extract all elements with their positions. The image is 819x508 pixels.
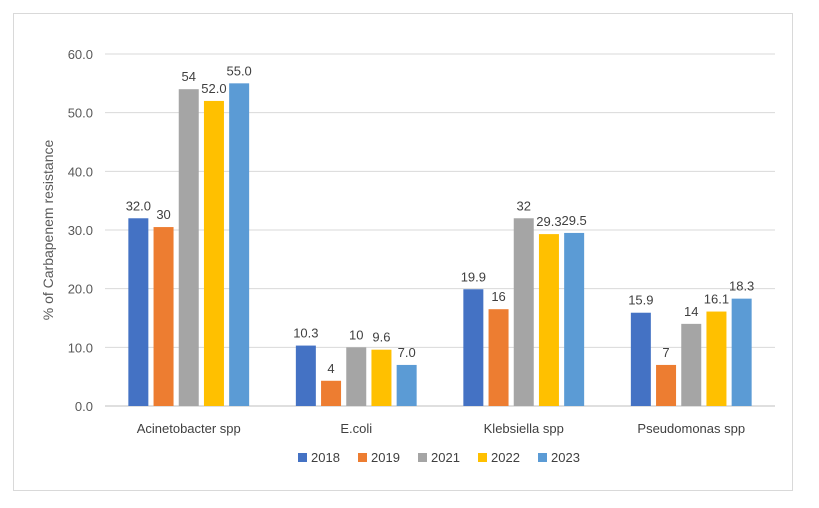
category-label: E.coli <box>340 421 372 436</box>
y-tick-label: 20.0 <box>68 282 93 297</box>
bar-2021-2 <box>513 218 534 406</box>
bar-2021-0 <box>178 89 199 406</box>
legend-label: 2021 <box>431 450 460 465</box>
bar-2018-1 <box>295 345 316 406</box>
category-label: Klebsiella spp <box>484 421 564 436</box>
y-tick-label: 60.0 <box>68 47 93 62</box>
data-label: 7 <box>662 345 669 360</box>
data-labels: 32.0 30 54 52.055.0 10.3 4 10 9.6 7.0 19.9 16 32 29.… <box>126 63 755 375</box>
data-label: 16.1 <box>704 292 729 307</box>
data-label: 29.3 <box>536 214 561 229</box>
bar-2018-0 <box>128 218 149 406</box>
legend-swatch-2023 <box>538 453 547 462</box>
data-label: 14 <box>684 304 698 319</box>
bar-2021-1 <box>346 347 367 406</box>
y-axis-title: % of Carbapenem resistance <box>40 140 56 321</box>
bar-2023-2 <box>564 232 585 406</box>
bar-2018-2 <box>463 289 484 406</box>
bar-2019-3 <box>656 364 677 406</box>
bar-2022-1 <box>371 349 392 406</box>
bar-2018-3 <box>630 312 651 406</box>
data-label: 19.9 <box>461 269 486 284</box>
data-label: 32 <box>517 198 531 213</box>
legend-label: 2018 <box>311 450 340 465</box>
category-label: Acinetobacter spp <box>137 421 241 436</box>
bar-2019-2 <box>488 309 509 406</box>
data-label: 52.0 <box>201 81 226 96</box>
bars <box>128 83 752 406</box>
bar-2023-0 <box>229 83 250 406</box>
legend-swatch-2021 <box>418 453 427 462</box>
data-label: 54 <box>182 69 196 84</box>
data-label: 29.5 <box>561 213 586 228</box>
category-label: Pseudomonas spp <box>637 421 745 436</box>
bar-2023-3 <box>731 298 752 406</box>
bar-2022-3 <box>706 311 727 406</box>
y-tick-label: 40.0 <box>68 164 93 179</box>
bar-2023-1 <box>396 364 417 406</box>
legend-swatch-2022 <box>478 453 487 462</box>
legend-swatch-2018 <box>298 453 307 462</box>
legend-swatch-2019 <box>358 453 367 462</box>
data-label: 10 <box>349 327 363 342</box>
data-label: 7.0 <box>398 345 416 360</box>
data-label: 4 <box>327 361 334 376</box>
y-axis-ticks: 0.0 10.0 20.0 30.0 40.0 50.0 60.0 <box>68 47 93 414</box>
legend-label: 2019 <box>371 450 400 465</box>
bar-2019-1 <box>321 380 342 406</box>
bar-2019-0 <box>153 227 174 406</box>
legend: 2018 2019 2021 2022 2023 <box>298 450 580 465</box>
legend-label: 2023 <box>551 450 580 465</box>
y-tick-label: 30.0 <box>68 223 93 238</box>
bar-2022-2 <box>538 234 559 406</box>
bar-2021-3 <box>681 323 702 406</box>
y-tick-label: 10.0 <box>68 340 93 355</box>
data-label: 55.0 <box>226 63 251 78</box>
bar-2022-0 <box>203 100 224 406</box>
data-label: 18.3 <box>729 279 754 294</box>
data-label: 16 <box>491 289 505 304</box>
data-label: 10.3 <box>293 326 318 341</box>
y-tick-label: 0.0 <box>75 399 93 414</box>
data-label: 9.6 <box>372 330 390 345</box>
legend-label: 2022 <box>491 450 520 465</box>
data-label: 15.9 <box>628 293 653 308</box>
data-label: 32.0 <box>126 198 151 213</box>
x-axis-categories: Acinetobacter spp E.coli Klebsiella spp Pse… <box>137 421 745 436</box>
y-tick-label: 50.0 <box>68 106 93 121</box>
data-label: 30 <box>156 207 170 222</box>
